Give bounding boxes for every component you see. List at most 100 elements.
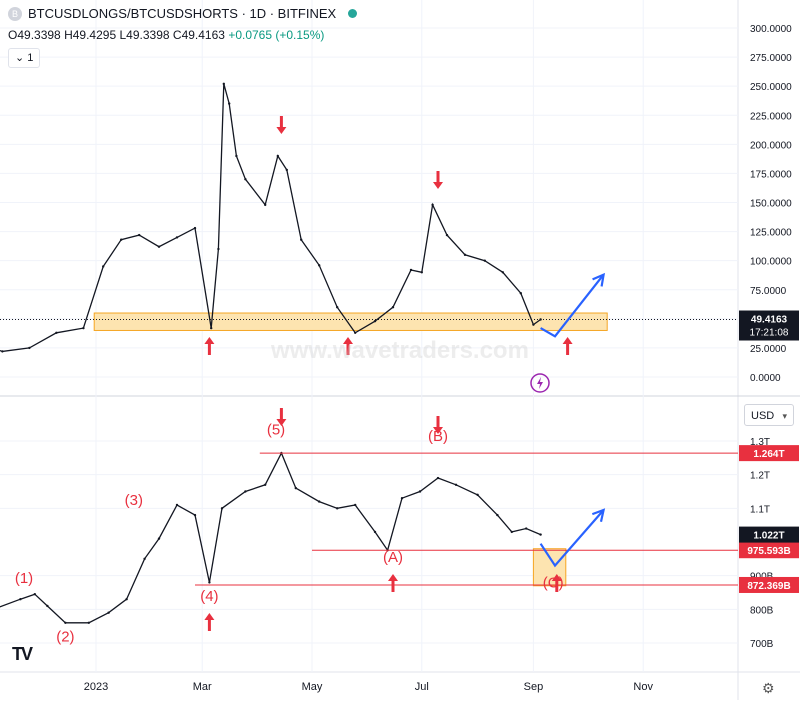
y-tick-label: 25.0000 [750, 344, 787, 355]
upper-series-line [0, 83, 541, 353]
arrow-up-icon-head [343, 337, 353, 344]
indicators-count: 1 [27, 52, 34, 64]
lightning-icon[interactable] [530, 373, 550, 393]
data-point [82, 326, 85, 330]
x-tick-label: 2023 [84, 681, 108, 693]
wave-label: (1) [15, 570, 33, 587]
projection-arrowhead [591, 508, 606, 522]
data-point [354, 331, 357, 334]
data-point [463, 253, 467, 257]
x-tick-label: Nov [633, 681, 653, 693]
arrow-up-icon-head [551, 574, 562, 581]
data-point [217, 247, 220, 251]
last-price-label: 49.4163 [751, 315, 788, 326]
countdown-label: 17:21:08 [750, 328, 789, 339]
market-status-icon [348, 9, 358, 18]
bitfinex-logo-icon: B [8, 6, 22, 21]
data-point [373, 319, 377, 323]
data-point [418, 490, 422, 493]
projection-arrowhead [592, 272, 606, 287]
data-point [539, 533, 542, 536]
data-point [157, 245, 161, 248]
y-tick-label: 0.0000 [750, 373, 781, 384]
data-point [436, 476, 440, 480]
wave-label: (A) [383, 549, 403, 566]
data-point [294, 486, 297, 490]
data-point [409, 268, 413, 272]
data-point [354, 503, 357, 507]
data-point [445, 233, 449, 237]
x-tick-label: May [302, 681, 323, 693]
level-price-tag [739, 542, 799, 559]
data-point [400, 497, 404, 500]
watermark-text: www.wavetraders.com [270, 337, 529, 364]
data-point [476, 493, 479, 497]
chevron-down-icon: ▾ [782, 411, 787, 421]
data-point [143, 557, 146, 561]
data-point [519, 292, 522, 295]
arrow-down-icon-head [276, 419, 287, 426]
data-point [102, 265, 105, 268]
change-value: +0.0765 (+0.15%) [228, 28, 325, 42]
level-price-label: 975.593B [747, 546, 790, 557]
y-tick-label: 250.0000 [750, 82, 792, 93]
currency-select[interactable]: USD ▾ [744, 404, 794, 426]
y-tick-label: 150.0000 [750, 199, 792, 210]
lightning-icon-glyph [537, 377, 543, 389]
close-value: 49.4163 [181, 28, 225, 42]
data-point [391, 306, 395, 309]
projection-path [540, 273, 605, 338]
open-label: O [8, 28, 18, 42]
data-point [276, 154, 279, 158]
data-point [244, 178, 247, 181]
data-point [220, 507, 224, 510]
arrow-down-icon-head [433, 182, 443, 189]
data-point [244, 490, 247, 493]
currency-select-value: USD [751, 410, 775, 422]
data-point [373, 530, 377, 534]
data-point [33, 592, 36, 596]
ohlc-legend: O49.3398 H49.4295 L49.3398 C49.4163 +0.0… [8, 28, 324, 42]
indicators-collapse-button[interactable]: ⌄ 1 [8, 48, 41, 68]
y-tick-label: 200.0000 [750, 140, 792, 151]
symbol-header[interactable]: B BTCUSDLONGS/BTCUSDSHORTS · 1D · BITFIN… [8, 6, 358, 21]
data-point [483, 259, 486, 262]
low-value: 49.3398 [126, 28, 170, 42]
x-tick-label: Jul [415, 681, 429, 693]
close-label: C [172, 28, 182, 42]
data-point [175, 236, 179, 239]
arrow-up-icon-head [562, 337, 573, 344]
wave-label: (5) [267, 421, 285, 438]
data-point [210, 326, 213, 330]
data-point [125, 598, 128, 601]
arrow-down-icon-head [276, 127, 287, 134]
data-point [336, 306, 339, 309]
last-price-tag [739, 310, 799, 341]
data-point [235, 154, 238, 158]
level-price-label: 872.369B [747, 581, 790, 592]
y-tick-label: 175.0000 [750, 169, 792, 180]
tradingview-logo[interactable]: TV [12, 644, 33, 664]
data-point [19, 598, 22, 601]
data-point [525, 527, 528, 530]
data-point [532, 323, 535, 326]
projection-path [539, 509, 605, 568]
wave-label: (C) [543, 574, 564, 591]
symbol-title[interactable]: BTCUSDLONGS/BTCUSDSHORTS · 1D · BITFINEX [28, 6, 337, 21]
data-point [285, 168, 288, 172]
chevron-down-icon: ⌄ [15, 52, 25, 64]
data-point [300, 238, 303, 241]
high-value: 49.4295 [72, 28, 117, 42]
y-tick-label: 300.0000 [750, 24, 792, 35]
data-point [264, 483, 267, 486]
gear-icon[interactable]: ⚙ [762, 680, 775, 696]
data-point [107, 611, 110, 614]
y-tick-label: 75.0000 [750, 286, 787, 297]
data-point [1, 350, 4, 353]
wave-label: (2) [56, 628, 74, 645]
y-tick-label: 100.0000 [750, 257, 792, 268]
y-tick-label: 225.0000 [750, 111, 792, 122]
low-label: L [119, 28, 127, 42]
